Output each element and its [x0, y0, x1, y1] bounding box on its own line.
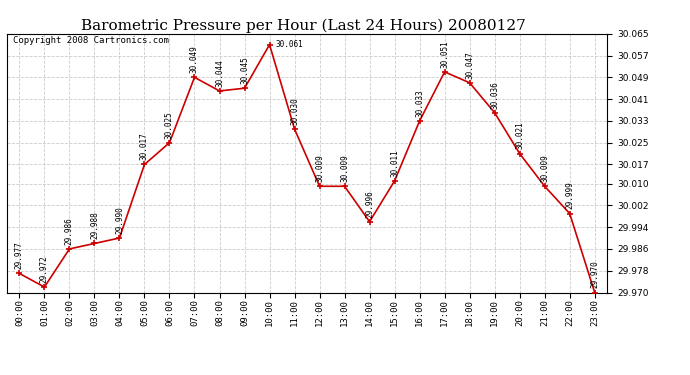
Text: 30.009: 30.009 [315, 154, 324, 182]
Text: 30.021: 30.021 [515, 122, 524, 149]
Text: 30.047: 30.047 [465, 51, 474, 79]
Text: 30.051: 30.051 [440, 40, 449, 68]
Text: 30.033: 30.033 [415, 89, 424, 117]
Text: 29.990: 29.990 [115, 206, 124, 234]
Text: 30.030: 30.030 [290, 97, 299, 125]
Text: 30.036: 30.036 [490, 81, 499, 109]
Text: 30.044: 30.044 [215, 59, 224, 87]
Text: 29.996: 29.996 [365, 190, 374, 217]
Text: Barometric Pressure per Hour (Last 24 Hours) 20080127: Barometric Pressure per Hour (Last 24 Ho… [81, 19, 526, 33]
Text: 30.049: 30.049 [190, 45, 199, 73]
Text: 30.009: 30.009 [340, 154, 349, 182]
Text: 29.999: 29.999 [565, 182, 574, 209]
Text: 30.045: 30.045 [240, 56, 249, 84]
Text: 29.970: 29.970 [590, 261, 599, 288]
Text: 30.009: 30.009 [540, 154, 549, 182]
Text: 30.017: 30.017 [140, 133, 149, 160]
Text: 29.988: 29.988 [90, 211, 99, 239]
Text: 30.011: 30.011 [390, 149, 399, 177]
Text: 29.972: 29.972 [40, 255, 49, 283]
Text: Copyright 2008 Cartronics.com: Copyright 2008 Cartronics.com [13, 36, 169, 45]
Text: 30.061: 30.061 [275, 40, 303, 49]
Text: 29.977: 29.977 [15, 242, 24, 269]
Text: 29.986: 29.986 [65, 217, 74, 245]
Text: 30.025: 30.025 [165, 111, 174, 138]
